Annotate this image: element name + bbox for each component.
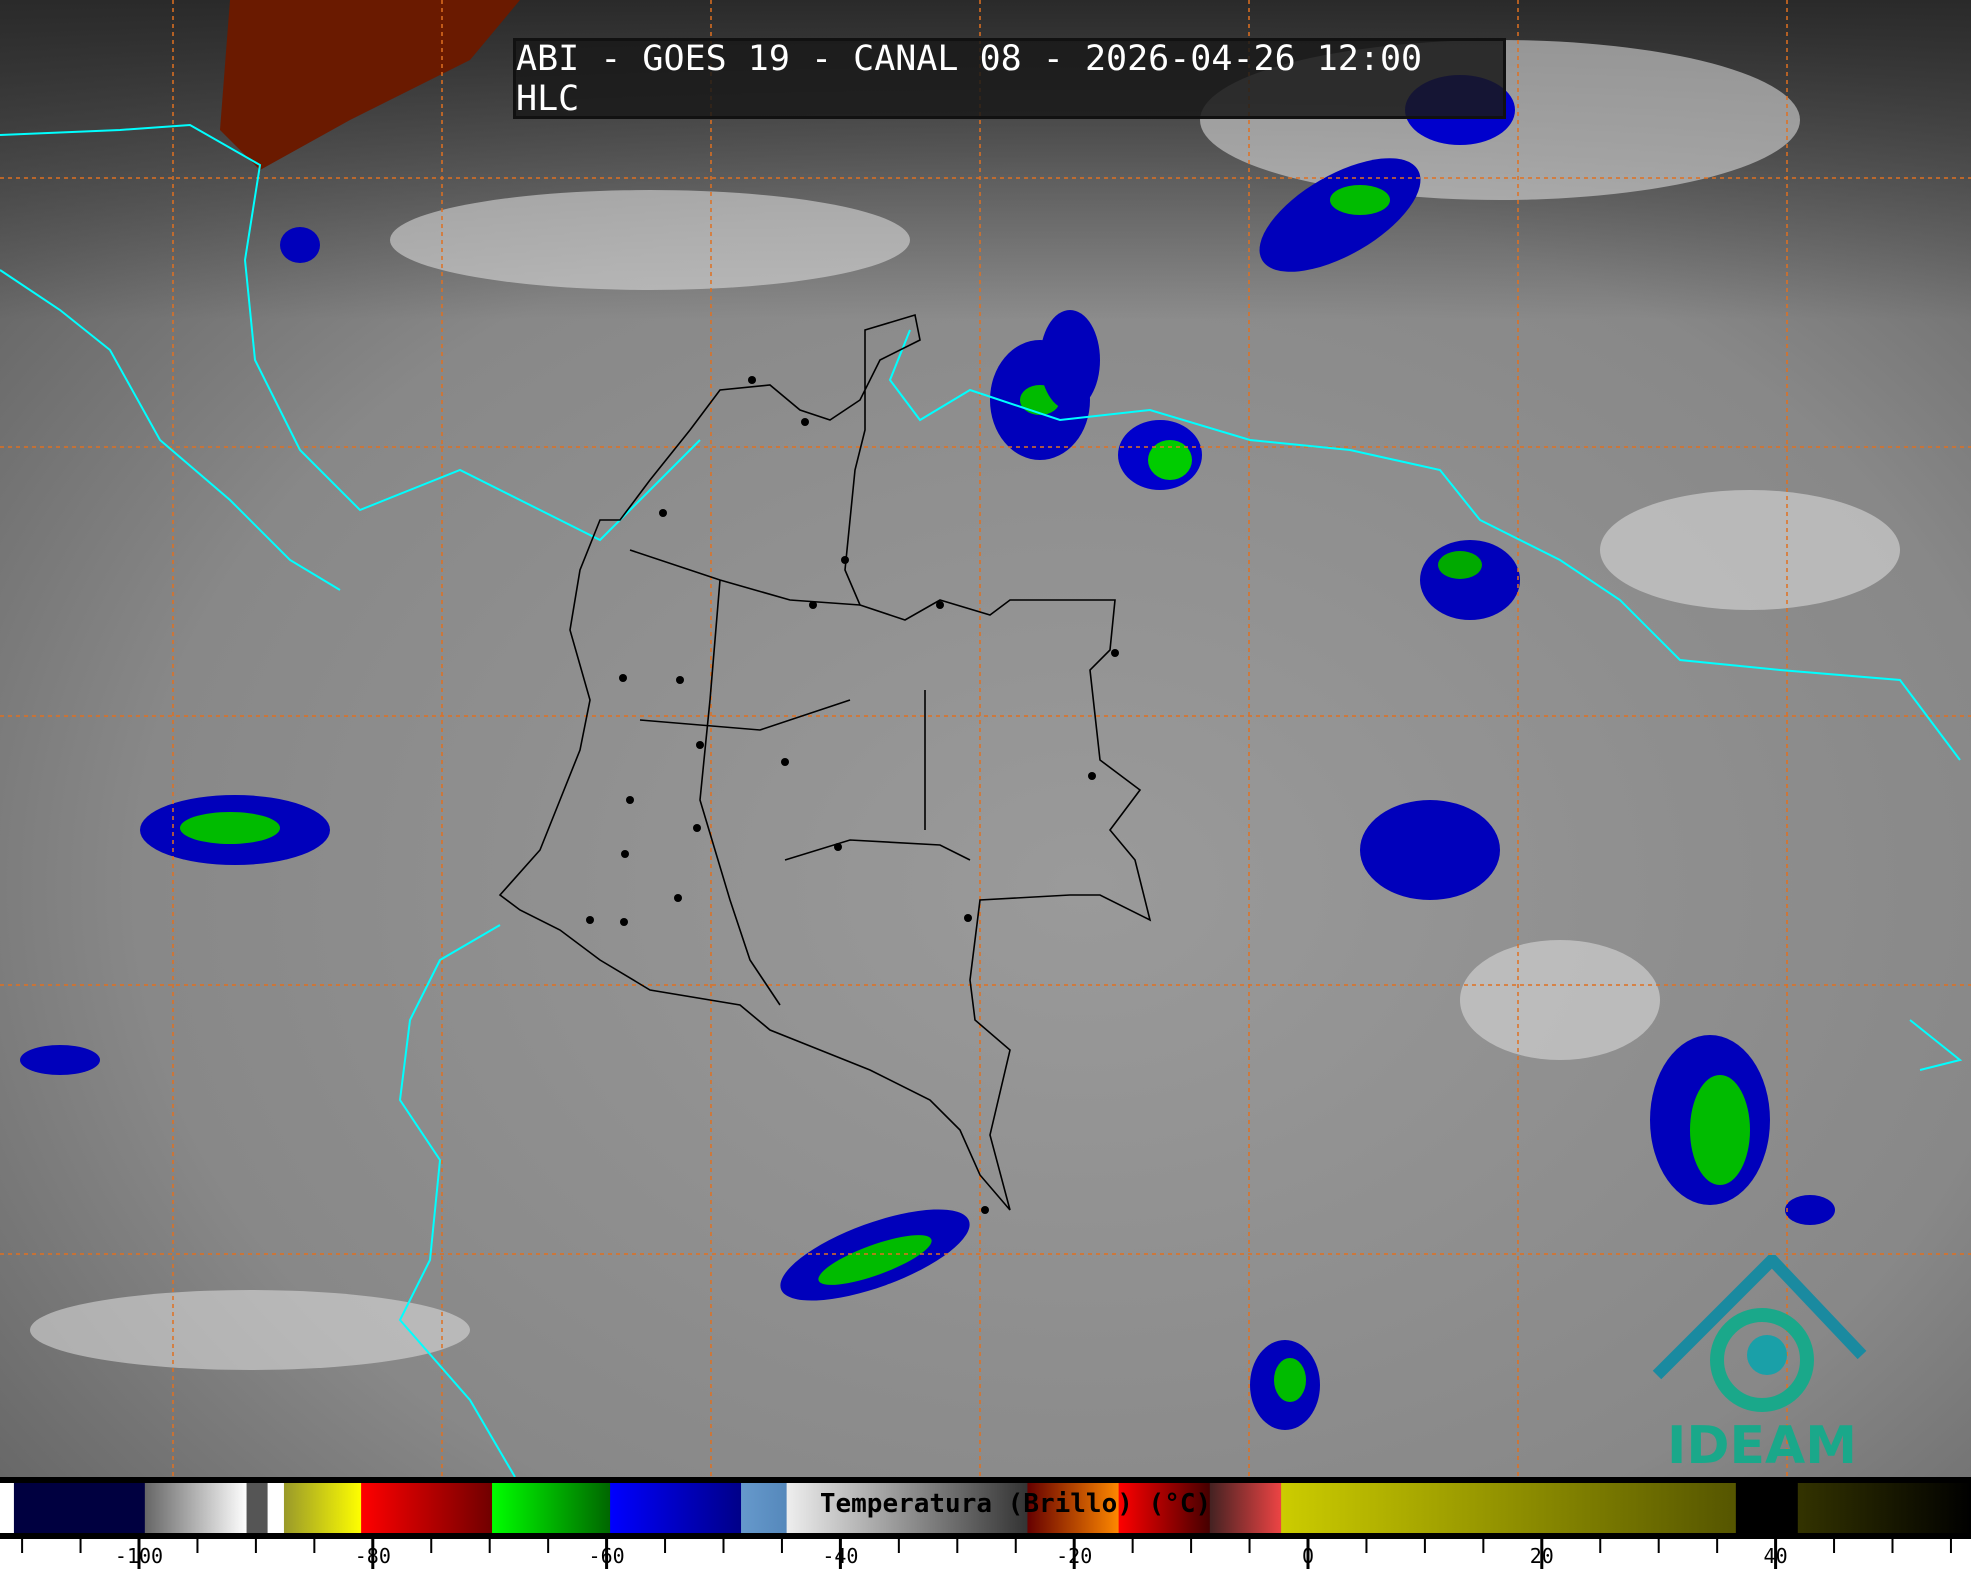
grid-lines xyxy=(0,0,1971,1477)
title-banner: ABI - GOES 19 - CANAL 08 - 2026-04-26 12… xyxy=(513,38,1506,119)
colorbar-segment xyxy=(1735,1483,1799,1533)
coastlines xyxy=(0,123,1963,1477)
colorbar-segment xyxy=(283,1483,362,1533)
colorbar-segment xyxy=(144,1483,248,1533)
tick-label: -60 xyxy=(588,1544,625,1568)
temperature-colorbar: Temperatura (Brillo) (°C) -100 -80 -60 -40 -… xyxy=(0,1477,1971,1577)
colombia-borders xyxy=(498,313,1152,1211)
tick-label: -40 xyxy=(822,1544,859,1568)
colorbar-segment xyxy=(267,1483,285,1533)
colorbar-segment xyxy=(1027,1483,1120,1533)
cloud-bands xyxy=(30,40,1900,1370)
colorbar-segment xyxy=(246,1483,269,1533)
tick-label: -100 xyxy=(114,1544,164,1568)
tick-label: 0 xyxy=(1301,1544,1315,1568)
colorbar-segment xyxy=(1209,1483,1282,1533)
colorbar-label: Temperatura (Brillo) (°C) xyxy=(819,1489,1212,1519)
colorbar-segment xyxy=(13,1483,146,1533)
colorbar-segment xyxy=(361,1483,493,1533)
city-markers xyxy=(586,376,1119,1214)
convective-cells xyxy=(20,75,1835,1430)
colorbar-ticks xyxy=(21,1539,1952,1569)
satellite-map xyxy=(0,0,1971,1477)
colorbar-segment xyxy=(0,1483,15,1533)
colorbar-segment xyxy=(1281,1483,1737,1533)
colorbar-segment xyxy=(1797,1483,1971,1533)
tick-label: 40 xyxy=(1763,1544,1788,1568)
tick-label: 20 xyxy=(1529,1544,1554,1568)
tick-label: -80 xyxy=(354,1544,391,1568)
colorbar-segment xyxy=(610,1483,742,1533)
colorbar-gradient xyxy=(0,1483,1971,1533)
ideam-logo: IDEAM xyxy=(1652,1255,1867,1475)
svg-text:IDEAM: IDEAM xyxy=(1667,1416,1857,1475)
colorbar-segment xyxy=(1118,1483,1211,1533)
title-text: ABI - GOES 19 - CANAL 08 - 2026-04-26 12… xyxy=(516,38,1423,119)
colorbar-segment xyxy=(492,1483,611,1533)
colorbar-segment xyxy=(786,1483,1028,1533)
tick-label: -20 xyxy=(1056,1544,1093,1568)
colorbar-segment xyxy=(741,1483,788,1533)
warm-dry-region xyxy=(220,0,520,170)
